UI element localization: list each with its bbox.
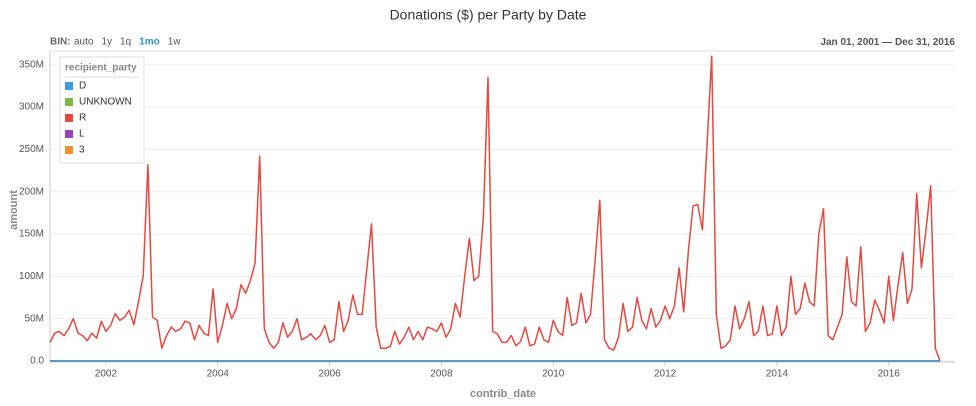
bin-label: BIN: [50, 37, 71, 48]
y-tick-label: 0.0 [30, 356, 44, 367]
legend-label: R [79, 113, 86, 124]
x-axis-label: contrib_date [470, 388, 536, 400]
x-tick-label: 2016 [878, 369, 901, 380]
y-tick-label: 300M [19, 102, 44, 113]
y-axis-label: amount [8, 190, 20, 230]
bin-option[interactable]: 1q [120, 37, 131, 48]
legend-box [59, 56, 145, 164]
chart-title: Donations ($) per Party by Date [390, 7, 587, 23]
legend-swatch [65, 82, 73, 90]
y-tick-label: 350M [19, 59, 44, 70]
legend-label: L [79, 129, 85, 140]
bin-option[interactable]: 1mo [139, 37, 160, 48]
x-tick-label: 2006 [318, 369, 341, 380]
legend-swatch [65, 130, 73, 138]
legend-swatch [65, 114, 73, 122]
date-start: Jan 01, 2001 [820, 37, 879, 48]
bin-option[interactable]: 1y [101, 37, 112, 48]
y-tick-label: 50M [25, 313, 44, 324]
legend-label: D [79, 81, 86, 92]
x-tick-label: 2008 [430, 369, 453, 380]
y-tick-label: 100M [19, 271, 44, 282]
y-tick-label: 150M [19, 229, 44, 240]
date-separator: — [882, 37, 892, 48]
legend-swatch [65, 146, 73, 154]
x-tick-label: 2012 [654, 369, 677, 380]
legend-swatch [65, 98, 73, 106]
x-tick-label: 2002 [95, 369, 118, 380]
bin-option[interactable]: auto [74, 37, 94, 48]
y-tick-label: 250M [19, 144, 44, 155]
legend-title: recipient_party [65, 63, 137, 74]
legend: recipient_party D UNKNOWN RL 3 [59, 56, 145, 164]
series-line [49, 55, 941, 362]
date-end: Dec 31, 2016 [895, 37, 955, 48]
legend-label: UNKNOWN [79, 97, 132, 108]
bin-option[interactable]: 1w [168, 37, 182, 48]
legend-label: 3 [79, 145, 85, 156]
x-tick-label: 2014 [766, 369, 789, 380]
date-range: Jan 01, 2001 — Dec 31, 2016 [820, 37, 955, 48]
y-tick-label: 200M [19, 186, 44, 197]
x-tick-label: 2004 [207, 369, 230, 380]
x-tick-label: 2010 [542, 369, 565, 380]
